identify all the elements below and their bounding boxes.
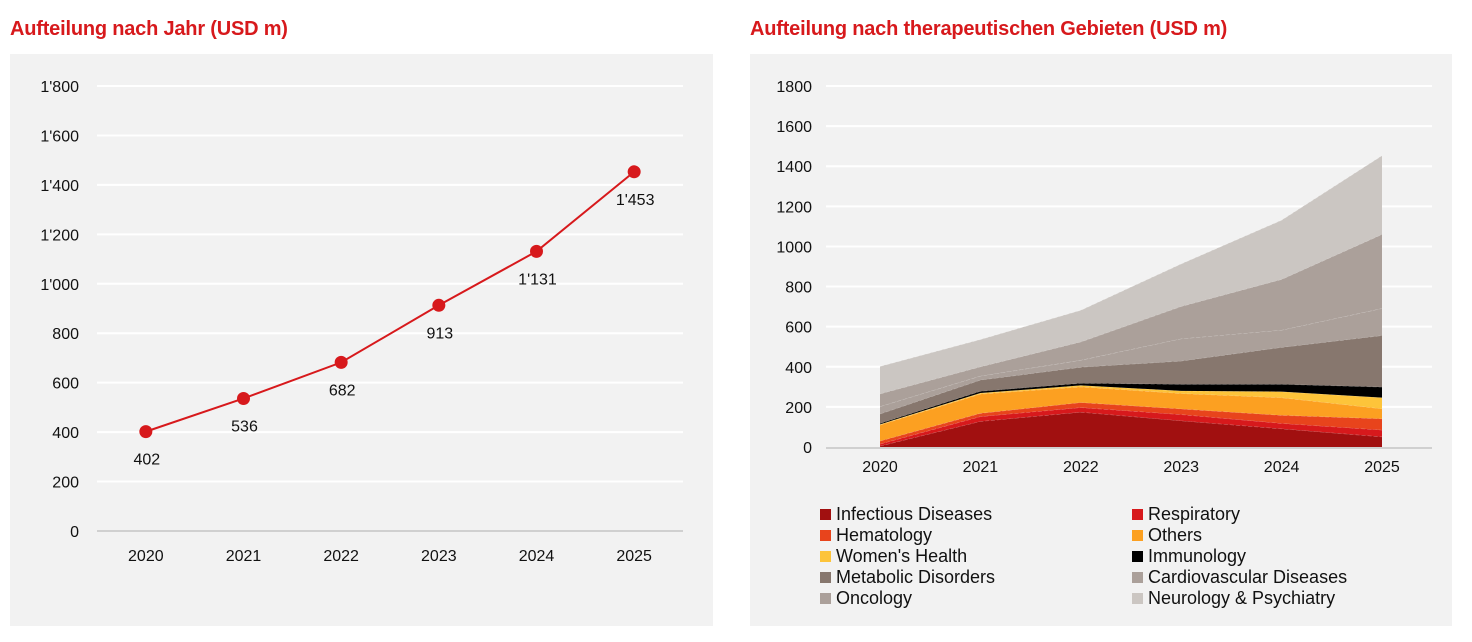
data-point — [334, 355, 348, 369]
area-boundary — [879, 407, 1383, 445]
legend-label: Neurology & Psychiatry — [1148, 588, 1336, 608]
y-tick-label: 800 — [785, 280, 812, 297]
area-boundary — [879, 155, 1383, 367]
y-tick-label: 1600 — [776, 119, 812, 136]
data-label: 536 — [231, 418, 258, 435]
legend-item: Oncology — [820, 588, 912, 609]
legend-label: Cardiovascular Diseases — [1148, 567, 1348, 587]
stacked-area-chart-panel: 0 200 400 600 800 1000 1200 1400 1600 1800 2020 202… — [750, 54, 1452, 626]
legend-item: Others — [1132, 525, 1202, 546]
x-tick-label: 2020 — [862, 459, 898, 474]
area-boundary — [879, 385, 1383, 425]
data-point — [237, 391, 250, 405]
stacked-area-chart: 0 200 400 600 800 1000 1200 1400 1600 1800 2020 202… — [776, 79, 1432, 476]
legend-swatch — [820, 509, 831, 520]
legend-swatch — [820, 530, 831, 541]
y-tick-label: 400 — [52, 425, 79, 442]
legend-swatch — [1132, 530, 1143, 541]
area-neurology-psychiatry — [880, 155, 1382, 394]
area-others — [880, 386, 1382, 441]
x-tick-label: 2025 — [616, 548, 652, 565]
left-chart-title: Aufteilung nach Jahr (USD m) — [10, 18, 288, 40]
x-tick-label: 2025 — [1364, 459, 1400, 474]
area-respiratory — [880, 407, 1382, 446]
y-tick-label: 1'800 — [40, 79, 79, 96]
x-tick-label: 2023 — [1163, 459, 1199, 474]
data-label: 1'131 — [518, 271, 557, 288]
legend-item: Neurology & Psychiatry — [1132, 588, 1335, 609]
y-tick-label: 800 — [52, 326, 79, 343]
y-tick-label: 1800 — [776, 79, 812, 96]
y-tick-label: 1'000 — [40, 277, 79, 294]
legend-swatch — [820, 551, 831, 562]
legend-item: Cardiovascular Diseases — [1132, 567, 1347, 588]
legend-label: Women's Health — [836, 546, 968, 566]
data-point — [432, 298, 446, 312]
area-immunology — [880, 383, 1382, 425]
x-tick-label: 2023 — [421, 548, 457, 565]
area-oncology — [880, 234, 1382, 407]
data-label: 682 — [329, 382, 356, 399]
legend-label: Respiratory — [1148, 504, 1241, 524]
x-tick-label: 2022 — [1063, 459, 1099, 474]
data-label: 1'453 — [616, 192, 655, 209]
legend-label: Immunology — [1148, 546, 1247, 566]
legend-item: Infectious Diseases — [820, 504, 992, 525]
data-label: 402 — [133, 452, 160, 469]
legend-swatch — [1132, 551, 1143, 562]
data-point — [139, 425, 153, 439]
x-tick-label: 2022 — [323, 548, 359, 565]
legend-label: Others — [1148, 525, 1203, 545]
legend-label: Oncology — [836, 588, 913, 608]
y-tick-label: 1400 — [776, 159, 812, 176]
y-tick-label: 0 — [803, 440, 812, 457]
legend-item: Respiratory — [1132, 504, 1240, 525]
y-tick-label: 600 — [52, 376, 79, 393]
area-women-s-health — [880, 385, 1382, 425]
legend-item: Immunology — [1132, 546, 1246, 567]
legend-swatch — [820, 593, 831, 604]
data-point — [530, 244, 543, 258]
y-tick-label: 1'600 — [40, 128, 79, 145]
area-cardiovascular-diseases — [880, 308, 1382, 414]
x-tick-label: 2021 — [963, 459, 999, 474]
area-boundary — [879, 234, 1383, 395]
x-tick-label: 2020 — [128, 548, 164, 565]
legend-label: Infectious Diseases — [836, 504, 993, 524]
y-tick-label: 0 — [70, 524, 79, 541]
legend-item: Women's Health — [820, 546, 967, 567]
y-tick-label: 1200 — [776, 199, 812, 216]
data-point — [627, 165, 641, 179]
y-tick-label: 1'400 — [40, 178, 79, 195]
line-chart: 0 200 400 600 800 1'000 1'200 1'400 1'600 1'800 20… — [40, 79, 683, 565]
y-tick-label: 400 — [785, 360, 812, 377]
legend-swatch — [1132, 509, 1143, 520]
data-label: 913 — [426, 325, 453, 342]
line-chart-panel: 0 200 400 600 800 1'000 1'200 1'400 1'600 1'800 20… — [10, 54, 713, 626]
legend-item: Hematology — [820, 525, 932, 546]
legend-swatch — [1132, 593, 1143, 604]
legend-label: Hematology — [836, 525, 933, 545]
legend-swatch — [820, 572, 831, 583]
data-line — [145, 171, 635, 433]
y-tick-label: 200 — [785, 400, 812, 417]
area-hematology — [880, 402, 1382, 444]
y-tick-label: 200 — [52, 475, 79, 492]
x-tick-label: 2021 — [226, 548, 262, 565]
right-chart-title: Aufteilung nach therapeutischen Gebieten… — [750, 18, 1228, 40]
y-tick-label: 1000 — [776, 239, 812, 256]
x-tick-label: 2024 — [1264, 459, 1300, 474]
area-infectious-diseases — [880, 412, 1382, 447]
area-metabolic-disorders — [880, 335, 1382, 424]
area-boundary — [879, 308, 1383, 407]
x-tick-label: 2024 — [519, 548, 555, 565]
y-tick-label: 1'200 — [40, 227, 79, 244]
legend-swatch — [1132, 572, 1143, 583]
legend-label: Metabolic Disorders — [836, 567, 996, 587]
legend-item: Metabolic Disorders — [820, 567, 995, 588]
y-tick-label: 600 — [785, 320, 812, 337]
